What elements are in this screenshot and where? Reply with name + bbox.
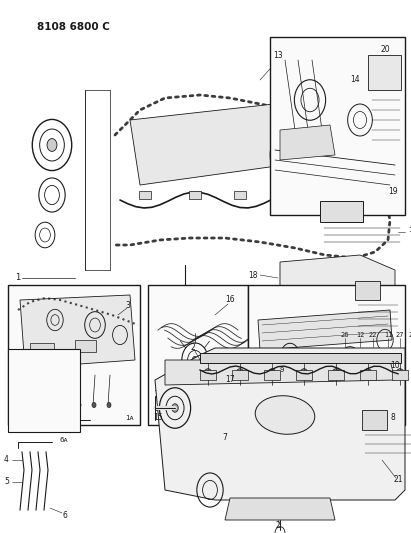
Text: 9: 9: [280, 367, 284, 373]
Polygon shape: [258, 310, 392, 350]
Bar: [324, 191, 336, 199]
Text: 1ᴀ: 1ᴀ: [125, 415, 134, 421]
Circle shape: [332, 369, 340, 379]
Bar: [296, 370, 312, 380]
Bar: [30, 343, 54, 355]
Text: 22: 22: [369, 332, 377, 338]
Circle shape: [92, 402, 96, 408]
Bar: [279, 191, 291, 199]
Circle shape: [47, 139, 57, 151]
Text: 10: 10: [390, 360, 400, 369]
Circle shape: [32, 402, 36, 408]
Bar: [248, 285, 405, 425]
Text: 23: 23: [409, 332, 411, 338]
Circle shape: [300, 369, 308, 379]
Bar: [270, 37, 405, 215]
Polygon shape: [280, 125, 335, 160]
Bar: [360, 370, 376, 380]
Text: 8: 8: [390, 414, 395, 423]
Bar: [328, 370, 344, 380]
Text: 21: 21: [393, 475, 403, 484]
Bar: [194, 441, 206, 453]
Text: 13: 13: [273, 51, 283, 60]
Bar: [264, 370, 279, 380]
Polygon shape: [225, 498, 335, 520]
Circle shape: [236, 369, 244, 379]
Circle shape: [107, 402, 111, 408]
Bar: [8, 350, 80, 432]
Text: 12: 12: [356, 332, 364, 338]
Text: 2: 2: [191, 343, 195, 352]
Text: 8108 6800 C: 8108 6800 C: [37, 22, 110, 32]
Circle shape: [77, 402, 81, 408]
Bar: [362, 410, 387, 430]
Polygon shape: [165, 360, 395, 385]
Circle shape: [172, 403, 178, 412]
Circle shape: [364, 369, 372, 379]
Bar: [139, 191, 151, 199]
Circle shape: [356, 285, 364, 295]
Circle shape: [268, 369, 276, 379]
Bar: [196, 453, 204, 462]
Text: 17: 17: [225, 376, 235, 384]
Text: 11: 11: [384, 332, 392, 338]
Polygon shape: [155, 348, 405, 500]
Bar: [8, 285, 140, 425]
Bar: [75, 340, 96, 352]
Circle shape: [396, 369, 404, 379]
Bar: [200, 370, 216, 380]
Circle shape: [289, 147, 301, 163]
Text: 7: 7: [223, 433, 227, 442]
Circle shape: [62, 402, 66, 408]
Bar: [148, 285, 248, 425]
Text: 15: 15: [153, 414, 163, 423]
Text: 3: 3: [126, 301, 130, 310]
Circle shape: [192, 356, 198, 364]
Text: 16: 16: [225, 295, 235, 304]
Text: 27: 27: [396, 332, 404, 338]
Polygon shape: [20, 295, 135, 368]
Bar: [368, 55, 401, 90]
Ellipse shape: [255, 395, 315, 434]
Text: 19: 19: [388, 188, 398, 197]
Text: 26: 26: [341, 332, 349, 338]
Text: 2: 2: [276, 521, 280, 530]
Polygon shape: [130, 100, 320, 185]
Text: 1: 1: [15, 273, 20, 282]
Circle shape: [204, 369, 212, 379]
Bar: [234, 191, 246, 199]
Text: 5: 5: [4, 478, 9, 487]
Text: 4: 4: [4, 456, 9, 464]
Text: 18ᴀ: 18ᴀ: [408, 227, 411, 233]
Text: 20: 20: [380, 45, 390, 54]
Polygon shape: [280, 255, 395, 315]
Bar: [232, 370, 247, 380]
Text: 14: 14: [350, 76, 360, 85]
Text: 6: 6: [62, 511, 67, 520]
Text: 6ᴀ: 6ᴀ: [60, 437, 69, 443]
Text: 18: 18: [249, 271, 258, 279]
Bar: [200, 353, 402, 363]
Bar: [392, 370, 408, 380]
Bar: [320, 201, 363, 222]
Bar: [189, 191, 201, 199]
Circle shape: [47, 402, 51, 408]
Bar: [355, 281, 380, 300]
